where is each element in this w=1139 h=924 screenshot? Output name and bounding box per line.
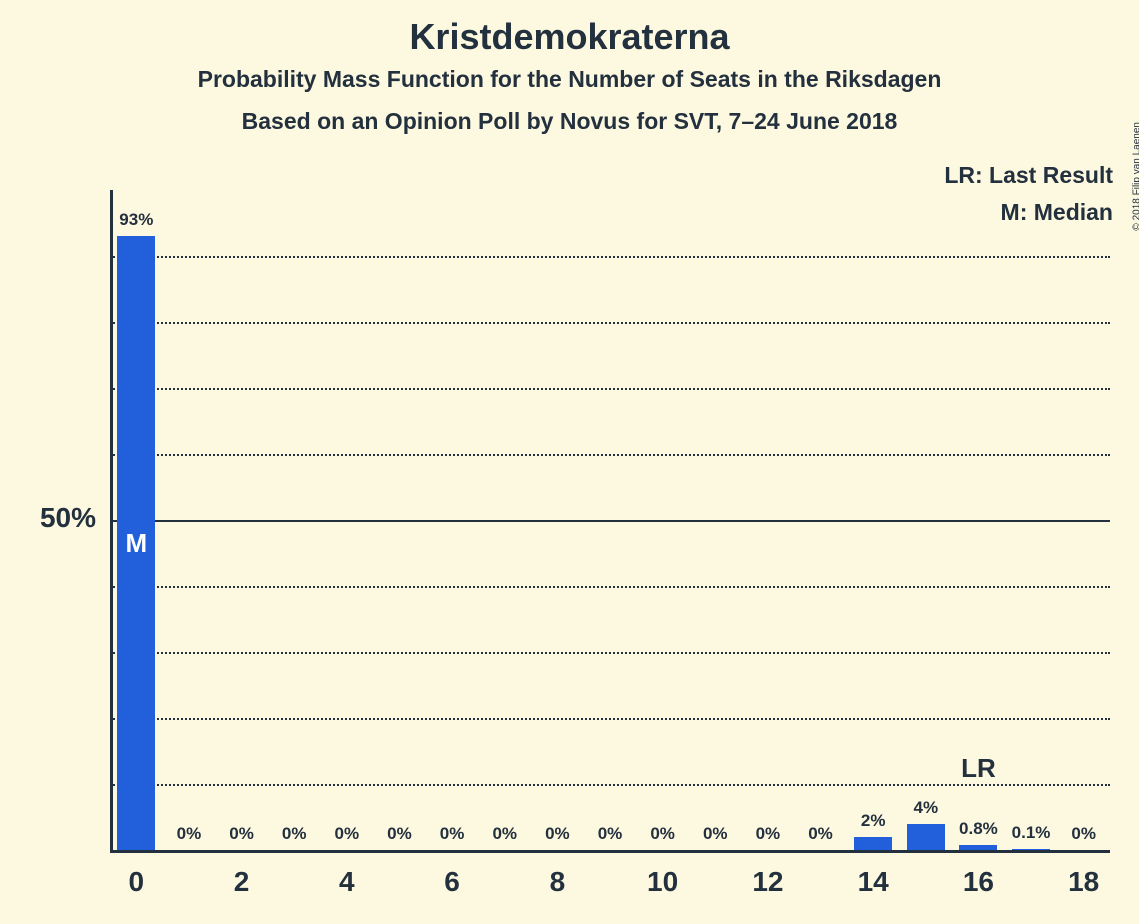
bar (854, 837, 892, 850)
gridline (110, 520, 1110, 522)
bar-value-label: 0.8% (959, 819, 998, 839)
gridline (110, 322, 1110, 324)
bar-value-label: 0% (703, 824, 728, 844)
bar-value-label: 0% (177, 824, 202, 844)
gridline (110, 784, 1110, 786)
x-tick-label: 18 (1068, 866, 1099, 898)
bar-value-label: 0% (387, 824, 412, 844)
x-tick-label: 14 (858, 866, 889, 898)
x-tick-label: 0 (129, 866, 145, 898)
chart-title: Kristdemokraterna (0, 16, 1139, 58)
copyright-text: © 2018 Filip van Laenen (1132, 122, 1139, 231)
chart-subtitle-1: Probability Mass Function for the Number… (0, 66, 1139, 93)
bar-value-label: 0% (229, 824, 254, 844)
bar-value-label: 0% (492, 824, 517, 844)
bar-value-label: 2% (861, 811, 886, 831)
bar-value-label: 0% (335, 824, 360, 844)
x-tick-label: 2 (234, 866, 250, 898)
x-tick-label: 16 (963, 866, 994, 898)
bar (1012, 849, 1050, 850)
plot-area: 93% 0% 0% 0% 0% 0% 0% 0% 0% 0% 0% 0% 0% 0% 2% 4% 0.8% 0.1… (110, 190, 1110, 850)
gridline (110, 652, 1110, 654)
bar-value-label: 0% (282, 824, 307, 844)
x-tick-label: 4 (339, 866, 355, 898)
median-marker: M (125, 528, 147, 559)
x-tick-label: 12 (752, 866, 783, 898)
x-tick-label: 6 (444, 866, 460, 898)
bar-value-label: 0% (1071, 824, 1096, 844)
gridline (110, 388, 1110, 390)
x-tick-label: 8 (550, 866, 566, 898)
bar-value-label: 4% (913, 798, 938, 818)
bar-value-label: 0% (545, 824, 570, 844)
bar-value-label: 0% (598, 824, 623, 844)
legend-lr: LR: Last Result (944, 162, 1113, 189)
x-axis-line (110, 850, 1110, 853)
bar-value-label: 0.1% (1012, 823, 1051, 843)
bar-value-label: 93% (119, 210, 153, 230)
bar (959, 845, 997, 850)
y-axis-label: 50% (0, 502, 96, 534)
gridline (110, 586, 1110, 588)
bar-value-label: 0% (650, 824, 675, 844)
bar-value-label: 0% (808, 824, 833, 844)
bar-value-label: 0% (440, 824, 465, 844)
chart-subtitle-2: Based on an Opinion Poll by Novus for SV… (0, 108, 1139, 135)
gridline (110, 256, 1110, 258)
lr-marker: LR (961, 753, 996, 784)
chart-root: Kristdemokraterna Probability Mass Funct… (0, 0, 1139, 924)
bar-value-label: 0% (756, 824, 781, 844)
x-tick-label: 10 (647, 866, 678, 898)
gridline (110, 454, 1110, 456)
bar (907, 824, 945, 850)
gridline (110, 718, 1110, 720)
